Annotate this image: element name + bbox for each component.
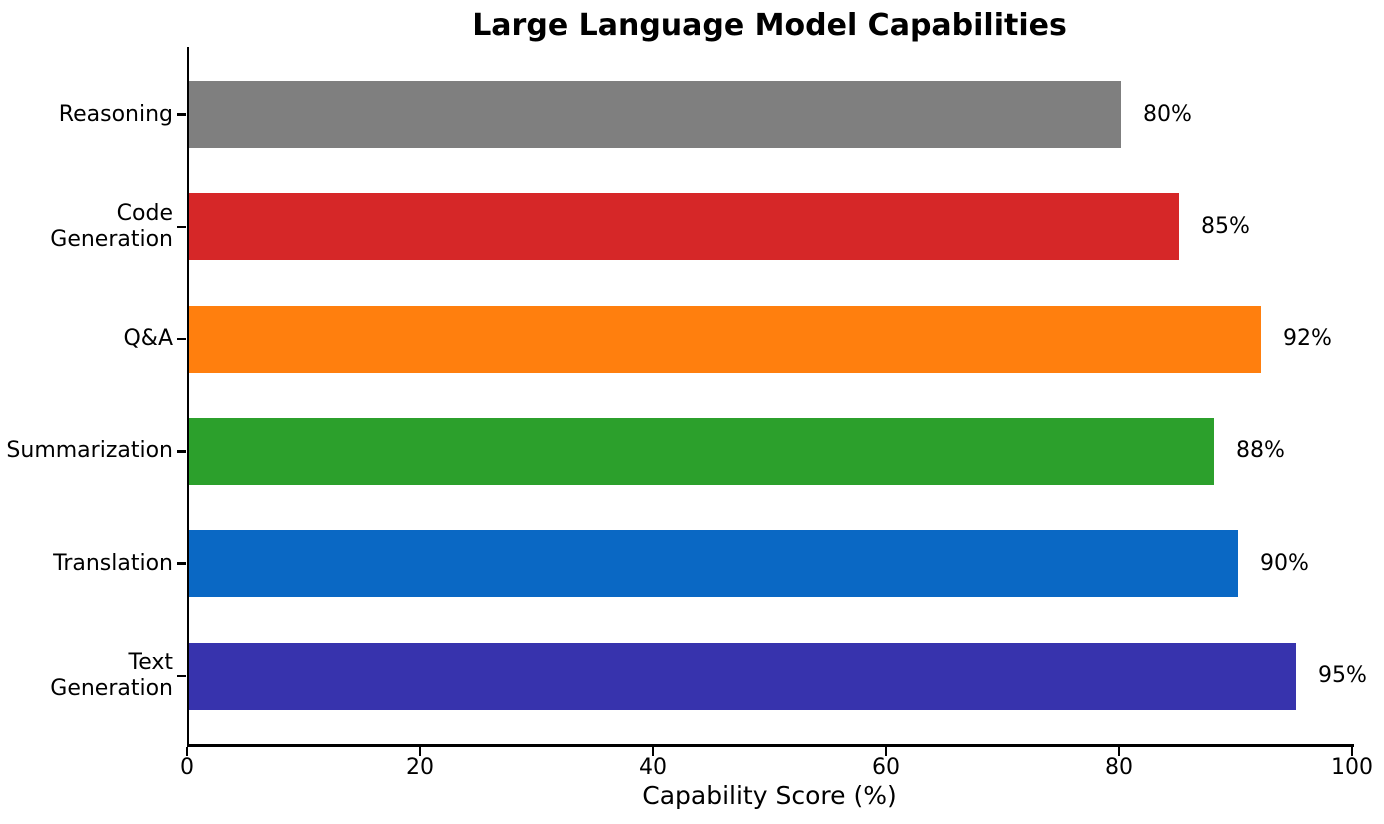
category-label: Q&A [0, 326, 173, 352]
category-label: Translation [0, 551, 173, 577]
x-axis-tick-label: 80 [1105, 755, 1133, 780]
bar-q-a [189, 305, 1261, 373]
x-axis-tick-label: 40 [639, 755, 667, 780]
y-axis-tick [177, 225, 186, 229]
bar-text-generation [189, 642, 1296, 710]
category-label: Reasoning [0, 102, 173, 128]
value-label: 95% [1318, 663, 1367, 688]
category-label-line: Code [116, 200, 173, 226]
x-axis-tick [418, 747, 422, 756]
value-label: 85% [1201, 213, 1250, 239]
x-axis-tick [185, 747, 189, 756]
category-label: Code Generation [0, 201, 173, 253]
chart-title: Large Language Model Capabilities [472, 8, 1067, 43]
x-axis-tick [1350, 747, 1354, 756]
category-label: Text Generation [0, 650, 173, 702]
bar-reasoning [189, 81, 1121, 148]
category-label-line: Generation [50, 676, 173, 701]
y-axis-tick [177, 450, 186, 453]
category-label-line: Q&A [123, 326, 173, 352]
x-axis-tick-label: 60 [872, 755, 900, 780]
plot-area: Reasoning 80% Code Generation 85% Q&A 92% Summa… [6, 47, 1367, 747]
bar-summarization [189, 417, 1214, 485]
category-label-line: Text [128, 650, 174, 675]
y-axis-tick [177, 562, 186, 565]
value-label: 88% [1236, 438, 1285, 464]
category-label: Summarization [0, 438, 173, 464]
x-axis-tick-label: 100 [1331, 755, 1373, 780]
category-label-line: Summarization [6, 438, 173, 464]
value-label: 90% [1260, 550, 1309, 576]
x-axis-label: Capability Score (%) [642, 781, 897, 810]
y-axis-tick [177, 337, 186, 341]
value-label: 92% [1283, 326, 1332, 352]
x-axis-tick [884, 747, 888, 756]
value-label: 80% [1143, 101, 1192, 127]
bar-translation [189, 530, 1238, 598]
category-label-line: Reasoning [58, 101, 173, 127]
x-axis-tick-label: 20 [406, 755, 434, 780]
category-label-line: Translation [53, 550, 173, 576]
category-label-line: Generation [50, 226, 173, 252]
x-axis-tick [651, 747, 655, 756]
bar-code-generation [189, 193, 1179, 261]
x-axis-tick-label: 0 [180, 755, 194, 780]
y-axis-tick [177, 113, 186, 116]
x-axis-tick [1117, 747, 1121, 756]
y-axis-tick [177, 674, 186, 678]
